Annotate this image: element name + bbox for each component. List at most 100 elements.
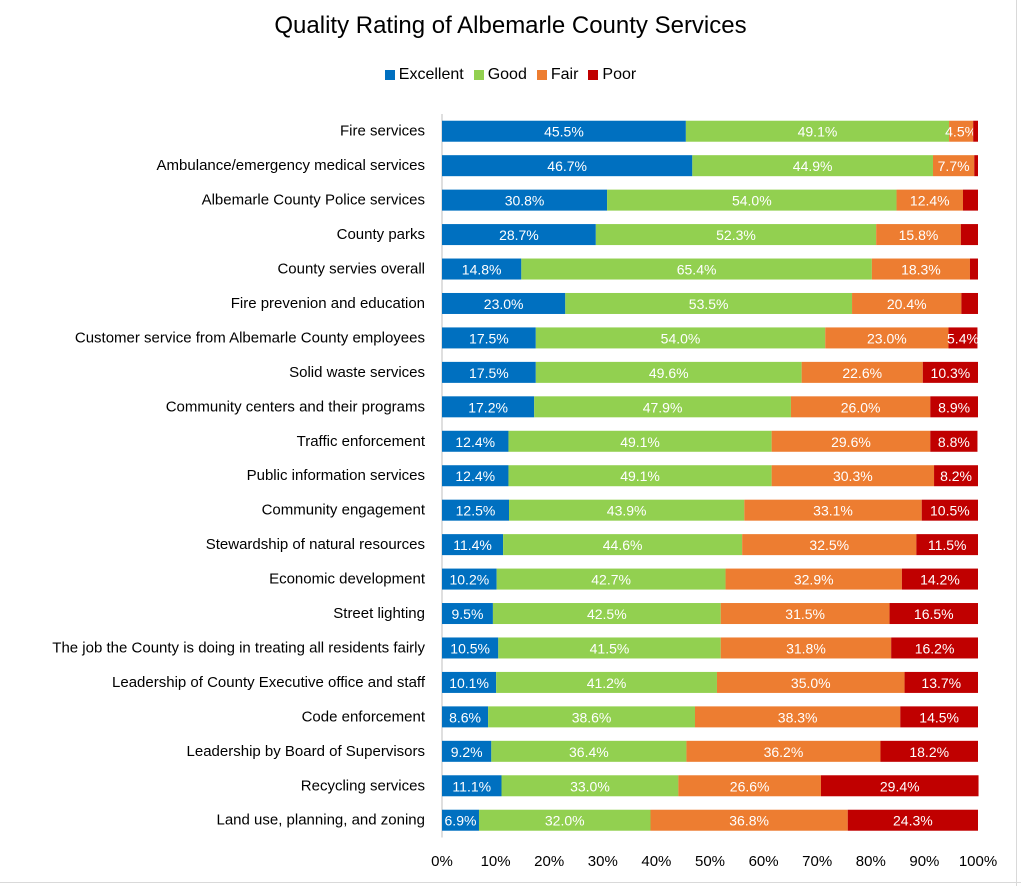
data-label-good: 42.5% <box>587 606 627 622</box>
legend-label-excellent: Excellent <box>398 66 464 83</box>
data-label-fair: 4.5% <box>945 124 977 140</box>
data-label-poor: 8.2% <box>940 468 972 484</box>
category-label: Community centers and their programs <box>166 398 425 415</box>
bar-good-public-information-services <box>508 465 772 487</box>
bar-fair-community-engagement <box>744 499 922 521</box>
data-label-excellent: 10.5% <box>450 640 490 656</box>
x-tick-label: 40% <box>641 853 671 870</box>
bar-excellent-county-servies-overall <box>442 258 522 280</box>
data-label-good: 41.5% <box>590 640 630 656</box>
data-label-excellent: 12.4% <box>455 468 495 484</box>
bar-excellent-customer-service-from-albemarle-county-employees <box>442 327 536 349</box>
data-label-poor: 8.8% <box>938 434 970 450</box>
data-label-good: 36.4% <box>569 744 609 760</box>
data-label-excellent: 11.1% <box>452 778 491 794</box>
category-label: Leadership by Board of Supervisors <box>187 743 425 760</box>
x-tick-label: 60% <box>749 853 779 870</box>
category-label: Recycling services <box>301 777 425 794</box>
data-label-excellent: 23.0% <box>484 296 524 312</box>
data-label-good: 38.6% <box>572 709 612 725</box>
bar-excellent-land-use-planning-and-zoning <box>442 809 479 831</box>
bar-poor-street-lighting <box>889 603 978 625</box>
bar-poor-county-parks <box>960 224 978 246</box>
data-label-fair: 32.5% <box>809 537 849 553</box>
bar-good-land-use-planning-and-zoning <box>478 809 651 831</box>
bar-good-recycling-services <box>501 775 679 797</box>
x-tick-label: 10% <box>481 853 511 870</box>
bar-fair-economic-development <box>725 568 902 590</box>
bar-fair-stewardship-of-natural-resources <box>742 534 917 556</box>
data-label-excellent: 17.5% <box>469 330 509 346</box>
bar-good-the-job-the-county-is-doing-in-treating-all-residents-fairly <box>498 637 721 659</box>
data-label-fair: 12.4% <box>910 193 950 209</box>
data-label-excellent: 46.7% <box>547 158 587 174</box>
bar-fair-ambulance-emergency-medical-services <box>932 155 975 177</box>
bar-good-county-parks <box>595 224 877 246</box>
bar-fair-customer-service-from-albemarle-county-employees <box>825 327 949 349</box>
data-label-poor: 11.5% <box>928 537 967 553</box>
category-label: Community engagement <box>262 502 426 519</box>
bar-excellent-solid-waste-services <box>442 361 536 383</box>
data-label-excellent: 28.7% <box>499 227 539 243</box>
data-label-fair: 26.0% <box>841 399 881 415</box>
data-label-excellent: 11.4% <box>453 537 492 553</box>
data-label-good: 65.4% <box>677 262 717 278</box>
bar-fair-recycling-services <box>678 775 821 797</box>
bar-poor-community-centers-and-their-programs <box>930 396 978 418</box>
data-label-excellent: 17.5% <box>469 365 509 381</box>
legend-swatch-good <box>473 70 484 80</box>
data-label-poor: 14.2% <box>920 572 960 588</box>
bar-fair-fire-prevenion-and-education <box>852 292 962 314</box>
legend-swatch-poor <box>588 70 599 80</box>
data-label-fair: 22.6% <box>842 365 882 381</box>
data-label-fair: 23.0% <box>867 330 907 346</box>
bar-good-leadership-by-board-of-supervisors <box>491 740 687 762</box>
bar-good-economic-development <box>496 568 726 590</box>
data-label-excellent: 6.9% <box>445 813 477 829</box>
legend-item-excellent: Excellent <box>384 66 464 84</box>
bar-poor-county-servies-overall <box>969 258 978 280</box>
bar-fair-albemarle-county-police-services <box>896 189 963 211</box>
category-label: Fire services <box>340 123 425 140</box>
data-label-excellent: 12.4% <box>455 434 495 450</box>
x-tick-label: 80% <box>856 853 886 870</box>
x-tick-label: 90% <box>909 853 939 870</box>
data-label-good: 41.2% <box>587 675 627 691</box>
data-label-good: 49.1% <box>798 124 838 140</box>
data-label-good: 54.0% <box>661 330 701 346</box>
data-label-excellent: 10.2% <box>449 572 489 588</box>
category-label: Customer service from Albemarle County e… <box>75 329 425 346</box>
category-label: Economic development <box>269 571 426 588</box>
legend-swatch-excellent <box>384 70 395 80</box>
bar-excellent-county-parks <box>442 224 596 246</box>
data-label-good: 54.0% <box>732 193 772 209</box>
bar-poor-traffic-enforcement <box>930 430 978 452</box>
bar-fair-code-enforcement <box>694 706 901 728</box>
bar-excellent-community-engagement <box>442 499 509 521</box>
data-label-good: 49.6% <box>649 365 689 381</box>
bar-excellent-ambulance-emergency-medical-services <box>442 155 693 177</box>
legend: Excellent Good Fair Poor <box>0 66 1021 84</box>
x-tick-label: 30% <box>588 853 618 870</box>
bar-excellent-leadership-of-county-executive-office-and-staff <box>442 671 497 693</box>
bar-excellent-recycling-services <box>442 775 502 797</box>
data-label-poor: 24.3% <box>893 813 933 829</box>
data-label-fair: 38.3% <box>778 709 818 725</box>
data-label-fair: 36.8% <box>729 813 769 829</box>
data-label-good: 42.7% <box>591 572 631 588</box>
bar-fair-street-lighting <box>720 603 890 625</box>
bar-excellent-street-lighting <box>442 603 493 625</box>
bar-poor-community-engagement <box>921 499 978 521</box>
data-label-fair: 31.8% <box>786 640 826 656</box>
data-label-fair: 7.7% <box>938 158 970 174</box>
data-label-excellent: 30.8% <box>505 193 545 209</box>
bar-fair-leadership-by-board-of-supervisors <box>686 740 881 762</box>
bar-fair-traffic-enforcement <box>771 430 931 452</box>
data-label-poor: 16.5% <box>914 606 954 622</box>
bar-fair-county-parks <box>876 224 961 246</box>
data-label-fair: 15.8% <box>899 227 939 243</box>
data-label-fair: 36.2% <box>764 744 804 760</box>
legend-item-poor: Poor <box>588 66 636 84</box>
x-tick-label: 70% <box>802 853 832 870</box>
data-label-excellent: 8.6% <box>449 709 481 725</box>
